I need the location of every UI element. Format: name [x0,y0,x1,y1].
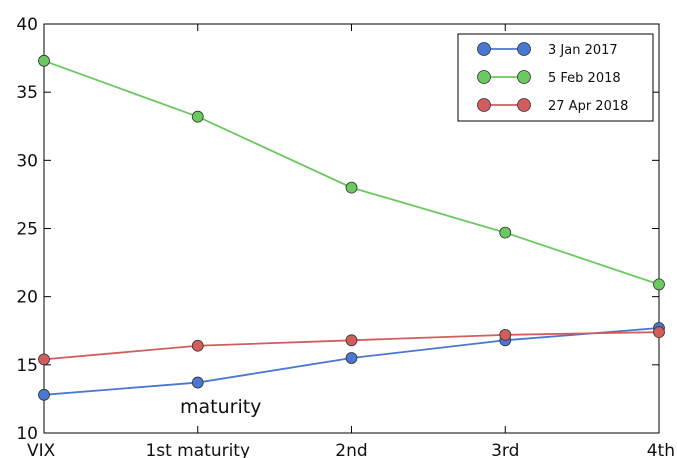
x-tick-label: 4th [647,441,675,458]
x-tick-label: 1st maturity [145,441,250,458]
y-tick-label: 40 [16,15,38,35]
legend-entry: 5 Feb 2018 [477,70,621,86]
data-point [38,54,50,67]
y-tick-label: 25 [16,220,38,240]
data-point [345,181,358,194]
data-point [499,328,512,341]
legend-entry: 27 Apr 2018 [477,98,628,114]
legend-entry: 3 Jan 2017 [477,42,618,58]
y-tick-label: 35 [16,83,38,103]
data-point [191,110,204,123]
data-point [653,326,665,339]
y-tick-label: 15 [16,356,38,376]
legend-marker [477,42,491,56]
legend-marker [477,70,491,84]
data-point [345,352,358,364]
legend-marker [517,42,531,56]
x-tick-label: VIX [27,441,56,458]
legend-label: 3 Jan 2017 [548,43,618,58]
series-1 [38,54,665,291]
series-2 [38,326,665,366]
data-point [38,353,50,366]
data-point [345,334,358,347]
legend-marker [477,98,491,112]
y-tick-label: 20 [16,288,38,308]
legend-label: 27 Apr 2018 [548,99,628,114]
data-point [653,278,665,291]
y-tick-label: 30 [16,151,38,171]
y-tick-label: 10 [16,424,38,444]
x-tick-label: 3rd [491,441,519,458]
legend-marker [517,98,531,112]
data-point [38,388,50,401]
chart-annotation: maturity [180,396,261,418]
data-point [191,339,204,352]
data-point [191,376,204,389]
x-tick-label: 2nd [335,441,367,458]
legend-marker [517,70,531,84]
legend-label: 5 Feb 2018 [548,71,621,86]
data-point [499,226,512,239]
